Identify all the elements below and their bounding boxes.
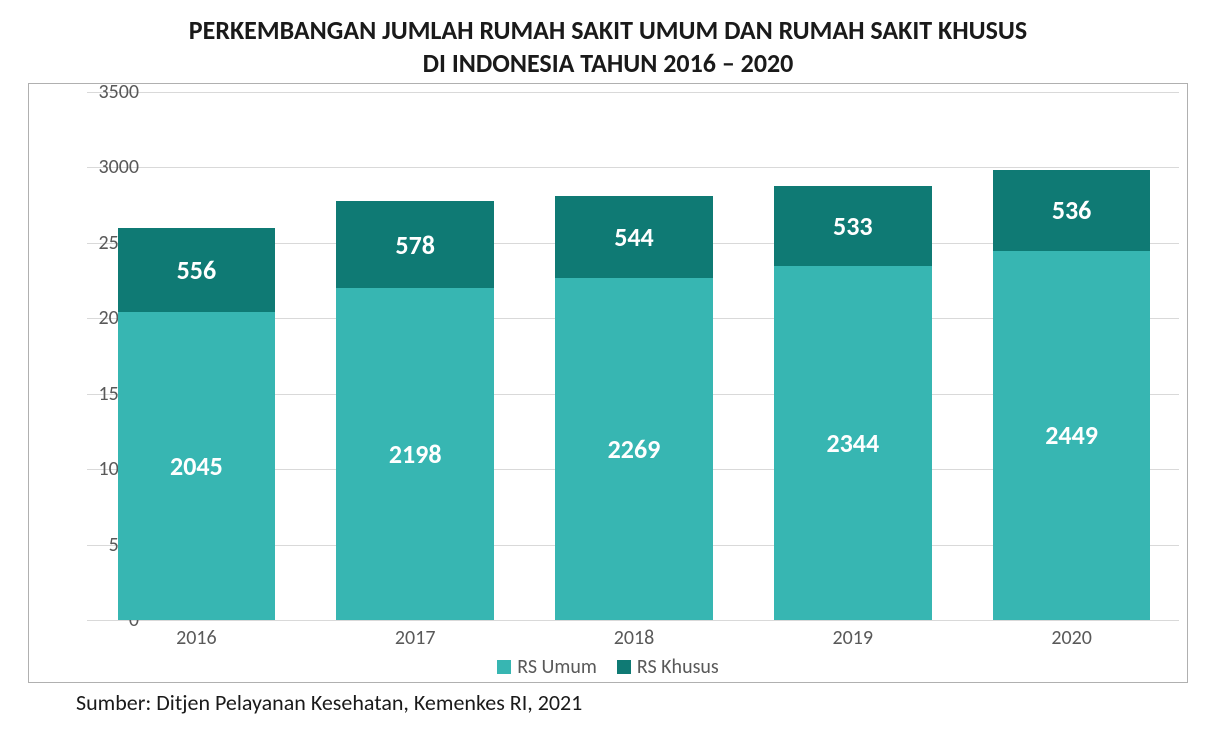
legend-swatch <box>617 660 631 674</box>
x-tick-label: 2016 <box>176 626 217 650</box>
bar-column: 2045 556 <box>118 92 276 620</box>
bar-column: 2344 533 <box>774 92 932 620</box>
chart-title-line2: DI INDONESIA TAHUN 2016 – 2020 <box>18 47 1198 80</box>
bar-segment: 533 <box>774 186 932 266</box>
bar-segment: 2269 <box>555 278 713 620</box>
bar-segment: 2449 <box>993 251 1151 620</box>
data-label: 578 <box>395 229 435 261</box>
data-label: 556 <box>177 254 217 286</box>
data-label: 2198 <box>389 438 442 470</box>
x-tick-label: 2018 <box>614 626 655 650</box>
chart-area: 0500100015002000250030003500204555620162… <box>28 83 1188 683</box>
bar-segment: 556 <box>118 228 276 312</box>
data-label: 2045 <box>170 450 223 482</box>
chart-title-line1: PERKEMBANGAN JUMLAH RUMAH SAKIT UMUM DAN… <box>18 14 1198 47</box>
figure-container: PERKEMBANGAN JUMLAH RUMAH SAKIT UMUM DAN… <box>0 0 1216 726</box>
data-label: 2344 <box>826 427 879 459</box>
x-tick-label: 2020 <box>1051 626 1092 650</box>
plot-area: 0500100015002000250030003500204555620162… <box>87 92 1179 620</box>
bar-column: 2269 544 <box>555 92 713 620</box>
bar-segment: 578 <box>336 201 494 288</box>
legend-label: RS Khusus <box>637 655 719 679</box>
bar-segment: 2344 <box>774 266 932 620</box>
x-tick-label: 2017 <box>395 626 436 650</box>
gridline <box>87 620 1179 621</box>
bar-column: 2449 536 <box>993 92 1151 620</box>
chart-title: PERKEMBANGAN JUMLAH RUMAH SAKIT UMUM DAN… <box>18 14 1198 79</box>
data-label: 2449 <box>1045 419 1098 451</box>
legend-swatch <box>497 660 511 674</box>
source-caption: Sumber: Ditjen Pelayanan Kesehatan, Keme… <box>76 689 1198 716</box>
legend: RS Umum RS Khusus <box>29 655 1187 680</box>
legend-item: RS Khusus <box>617 655 719 679</box>
legend-label: RS Umum <box>517 655 597 679</box>
bar-segment: 2045 <box>118 312 276 621</box>
bar-column: 2198 578 <box>336 92 494 620</box>
data-label: 533 <box>833 210 873 242</box>
data-label: 2269 <box>608 433 661 465</box>
data-label: 536 <box>1052 194 1092 226</box>
bar-segment: 536 <box>993 170 1151 251</box>
x-tick-label: 2019 <box>833 626 874 650</box>
bar-segment: 544 <box>555 196 713 278</box>
bar-segment: 2198 <box>336 288 494 620</box>
data-label: 544 <box>614 221 654 253</box>
legend-item: RS Umum <box>497 655 597 679</box>
